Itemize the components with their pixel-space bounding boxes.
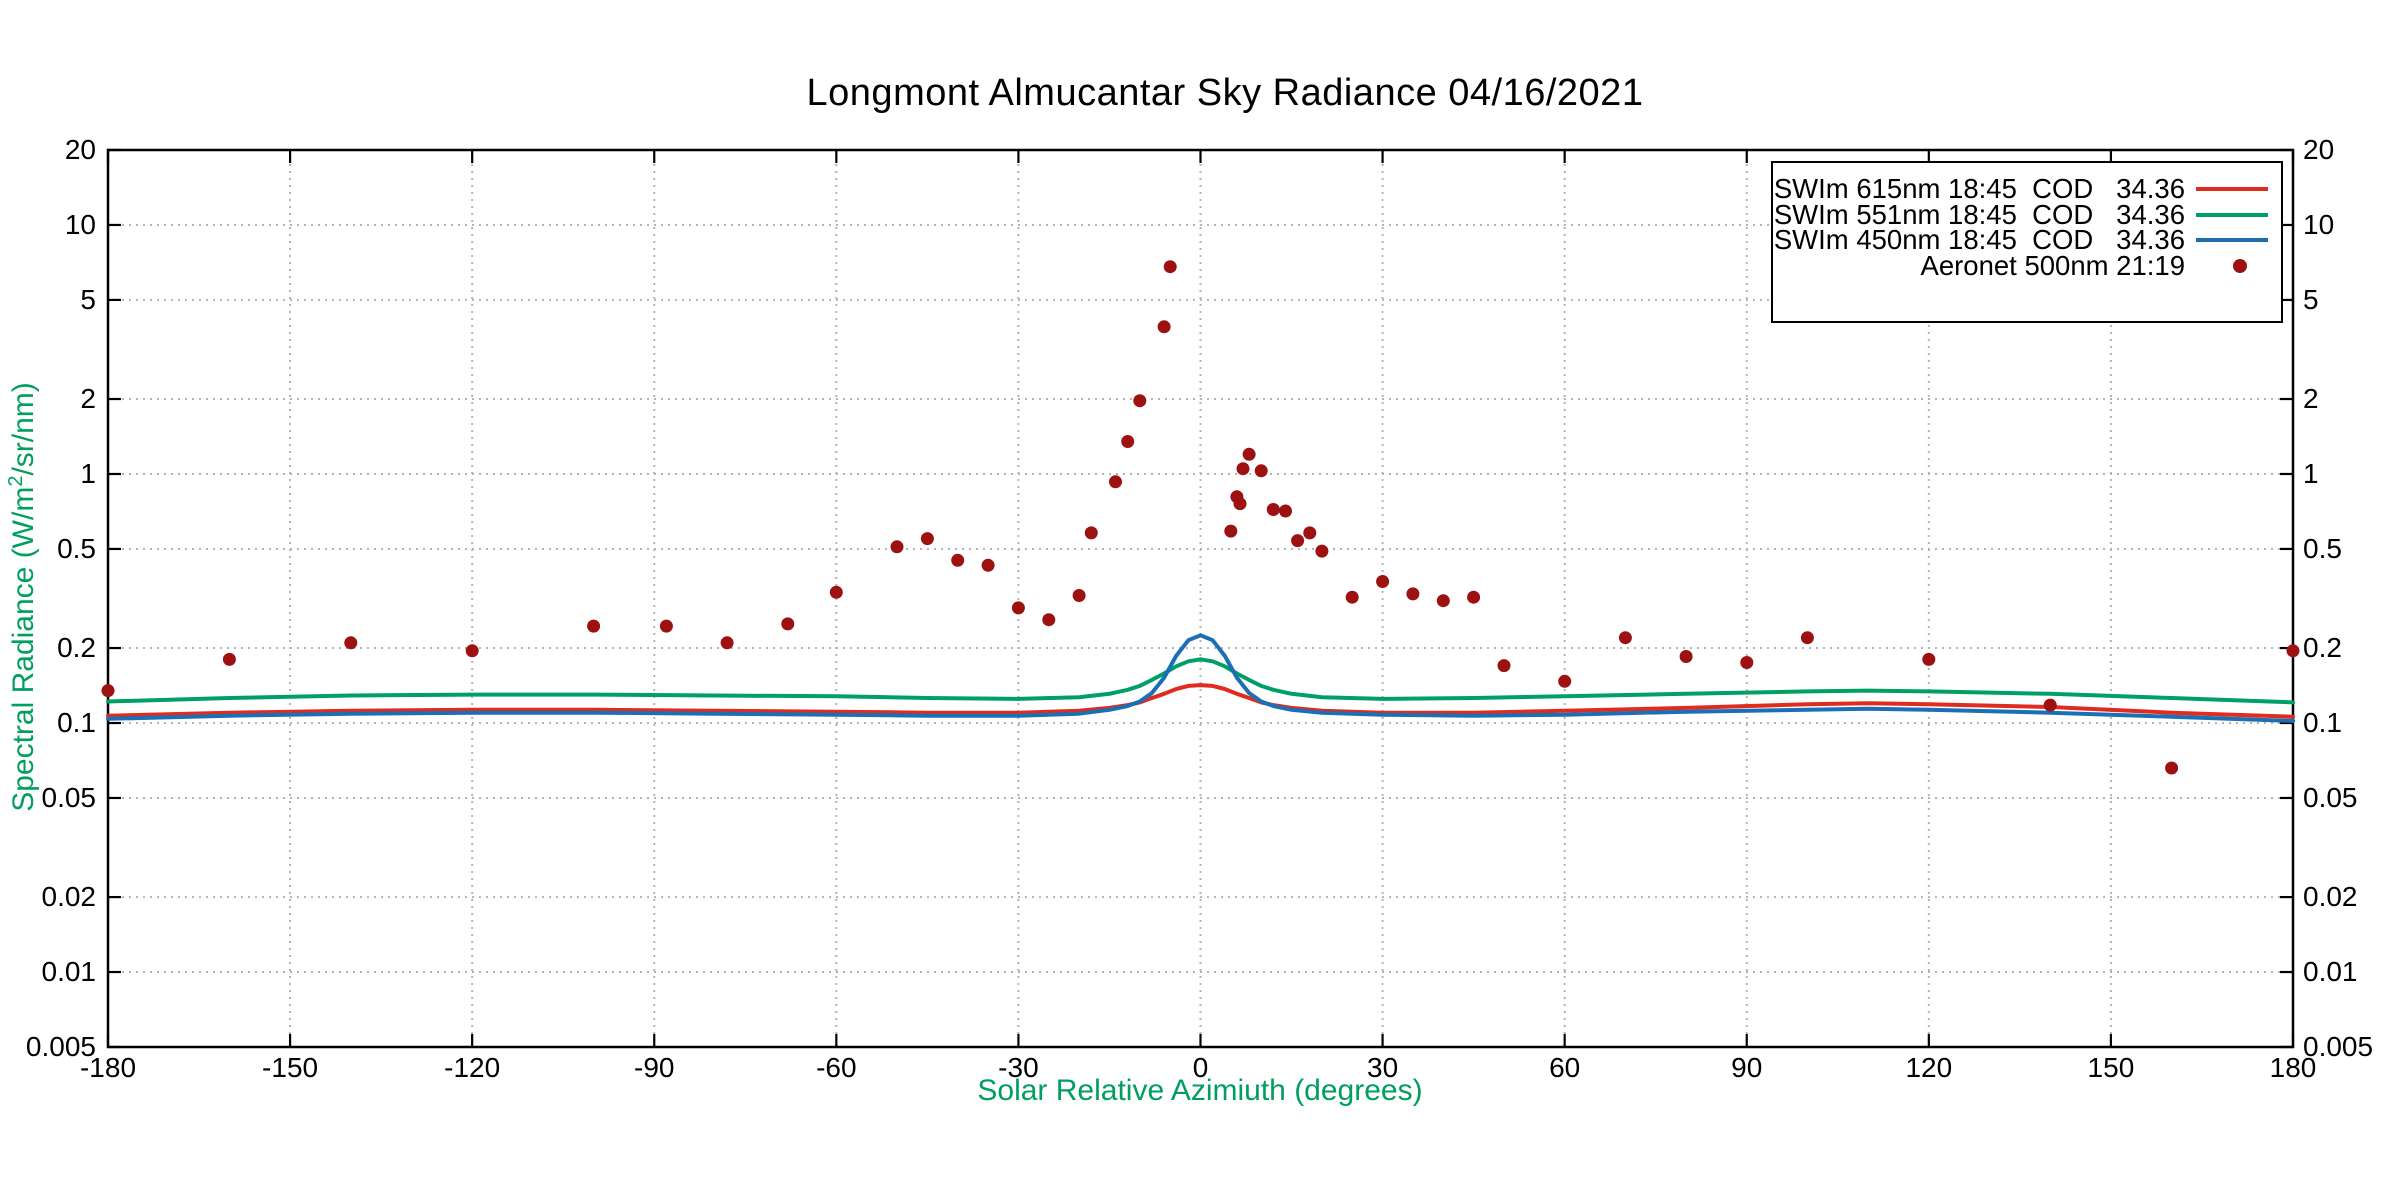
x-tick-label: 150 [2087,1052,2135,1083]
y-tick-label-right: 0.005 [2303,1031,2374,1062]
x-tick-label: -150 [262,1052,319,1083]
y-tick-label-right: 0.05 [2303,781,2358,813]
x-tick-label: 90 [1731,1052,1763,1083]
y-tick-label-left: 0.01 [41,956,97,988]
x-tick-label: -120 [444,1052,501,1083]
x-tick-label: 120 [1905,1052,1953,1083]
y-tick-label-right: 0.01 [2303,956,2358,988]
x-tick-label: 0 [1192,1052,1209,1083]
y-tick-label-right: 0.02 [2303,881,2358,913]
y-tick-label-left: 1 [80,457,96,489]
x-tick-label: -30 [998,1052,1039,1083]
y-tick-label-left: 5 [80,283,96,315]
legend-entry-615nm: SWIm 615nm 18:45 COD 34.36 [1773,173,2185,204]
y-tick-label-right: 1 [2303,457,2319,489]
legend-entry-450nm: SWIm 450nm 18:45 COD 34.36 [1773,224,2185,255]
x-axis-label: Solar Relative Azimiuth (degrees) [977,1074,1423,1107]
x-tick-label: 60 [1549,1052,1581,1083]
y-tick-label-left: 0.2 [57,632,96,664]
y-tick-label-right: 0.5 [2303,532,2342,564]
y-tick-label-left: 0.1 [57,707,96,738]
y-tick-label-left: 0.05 [41,781,97,813]
y-tick-label-right: 10 [2303,208,2335,240]
y-tick-label-right: 0.1 [2303,707,2342,738]
chart-title: Longmont Almucantar Sky Radiance 04/16/2… [806,72,1644,114]
x-tick-label: 30 [1367,1052,1399,1083]
y-tick-label-left: 20 [64,134,96,165]
y-tick-label-left: 2 [80,383,96,415]
x-tick-label: -180 [79,1052,137,1083]
y-axis-label: Spectral Radiance (W/m2/sr/nm) [5,0,51,1197]
y-tick-label-right: 0.2 [2303,632,2342,664]
legend-entry-aeronet: Aeronet 500nm 21:19 [1920,250,2186,281]
legend-entry-551nm: SWIm 551nm 18:45 COD 34.36 [1773,199,2185,230]
x-tick-label: -90 [634,1052,675,1083]
x-tick-label: -60 [816,1052,857,1083]
y-tick-label-right: 5 [2303,283,2319,315]
x-tick-label: 180 [2269,1052,2317,1083]
y-tick-label-left: 0.005 [25,1031,96,1062]
y-tick-label-left: 10 [64,208,96,240]
y-tick-label-right: 2 [2303,383,2319,415]
y-tick-label-left: 0.02 [41,881,97,913]
y-tick-label-left: 0.5 [57,532,96,564]
y-tick-label-right: 20 [2303,134,2335,165]
